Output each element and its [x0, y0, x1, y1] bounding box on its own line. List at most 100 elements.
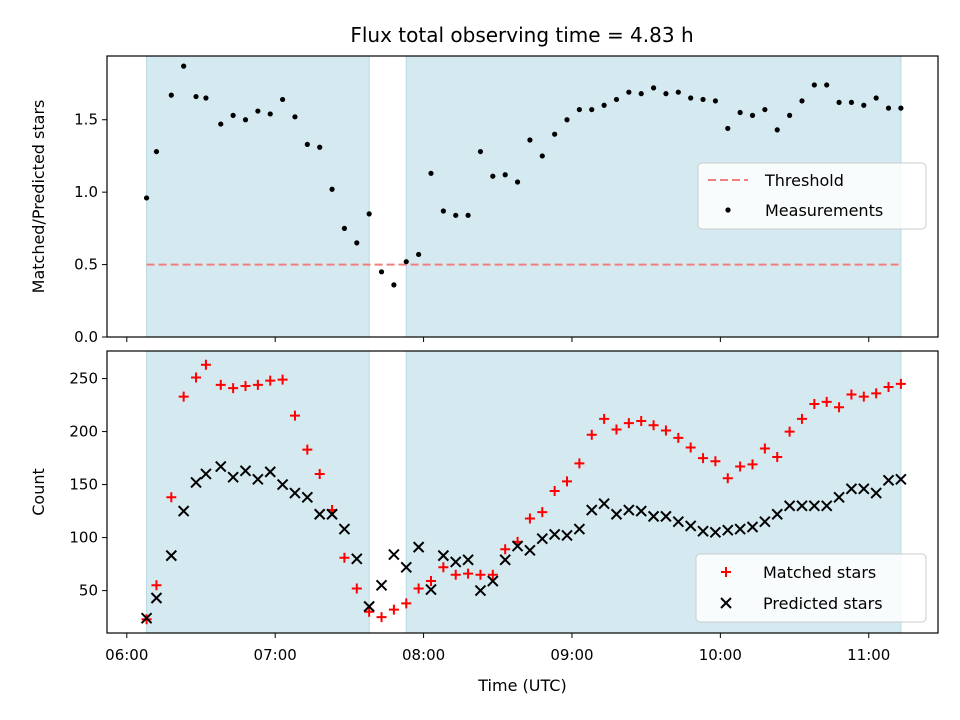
data-point	[376, 612, 387, 623]
data-point	[787, 112, 793, 118]
data-point	[783, 500, 796, 512]
data-point	[191, 372, 202, 383]
x-tick-label: 06:00	[105, 646, 148, 664]
data-point	[549, 485, 560, 496]
data-point	[413, 583, 424, 594]
data-point	[450, 569, 461, 580]
data-point	[613, 96, 620, 103]
data-point	[277, 374, 288, 385]
data-point	[264, 466, 276, 478]
data-point	[292, 114, 298, 120]
data-point	[700, 96, 706, 103]
data-point	[428, 170, 434, 176]
y-tick-label: 0.5	[74, 256, 98, 274]
data-point	[648, 420, 659, 431]
data-point	[228, 383, 239, 394]
data-point	[599, 413, 610, 424]
data-point	[821, 396, 832, 407]
legend-measurement-swatch	[725, 207, 731, 213]
data-point	[200, 468, 212, 480]
data-point	[796, 413, 807, 424]
data-point	[845, 483, 858, 495]
data-point	[140, 612, 153, 624]
data-point	[623, 418, 634, 429]
data-point	[168, 92, 174, 98]
data-point	[289, 487, 301, 499]
data-point	[314, 468, 325, 479]
data-point	[453, 212, 459, 218]
data-point	[623, 504, 635, 516]
data-point	[276, 478, 289, 491]
data-point	[527, 137, 533, 143]
data-point	[412, 541, 425, 553]
data-point	[638, 91, 644, 97]
data-point	[574, 458, 585, 469]
data-point	[746, 521, 759, 533]
data-point	[824, 82, 830, 88]
data-point	[151, 580, 162, 591]
y-tick-label: 50	[79, 582, 98, 600]
data-point	[462, 554, 474, 566]
data-point	[329, 186, 335, 192]
data-point	[177, 505, 190, 517]
data-point	[313, 508, 326, 520]
data-point	[378, 269, 385, 275]
data-point	[898, 105, 904, 111]
data-point	[796, 500, 808, 512]
data-point	[762, 106, 768, 113]
data-point	[722, 473, 733, 484]
data-point	[218, 121, 224, 127]
data-point	[304, 141, 310, 147]
data-point	[660, 510, 672, 523]
series-predicted-stars	[140, 460, 907, 624]
data-point	[215, 379, 226, 390]
data-point	[477, 148, 484, 155]
legend-box	[695, 553, 927, 623]
data-point	[635, 505, 647, 517]
data-point	[561, 529, 573, 542]
data-point	[181, 63, 187, 69]
data-point	[302, 444, 313, 455]
data-point	[339, 552, 350, 563]
data-point	[774, 127, 780, 133]
data-point	[895, 378, 906, 389]
legend-predicted-label: Predicted stars	[763, 594, 883, 613]
chart-title: Flux total observing time = 4.83 h	[350, 23, 693, 47]
data-point	[684, 520, 697, 532]
data-point	[650, 85, 657, 91]
data-point	[784, 426, 795, 437]
data-point	[425, 583, 437, 596]
data-point	[366, 211, 372, 217]
y-tick-label: 150	[69, 476, 98, 494]
data-point	[437, 549, 450, 562]
y-tick-label: 0.0	[74, 328, 98, 346]
data-point	[475, 569, 486, 580]
data-point	[688, 95, 694, 101]
ratio-panel: 0.0 0.5 1.0 1.5 Matched/Predicted stars Thres…	[29, 55, 939, 346]
data-point	[252, 379, 263, 390]
data-point	[858, 391, 869, 402]
data-point	[809, 399, 820, 410]
data-point	[465, 212, 471, 218]
data-point	[576, 106, 582, 113]
data-point	[200, 359, 211, 370]
data-point	[227, 471, 239, 483]
data-point	[425, 576, 436, 587]
y-tick-label: 1.5	[74, 111, 98, 129]
data-point	[660, 425, 671, 436]
data-point	[734, 523, 746, 535]
data-point	[873, 95, 879, 101]
legend-threshold-label: Threshold	[764, 171, 844, 190]
x-axis-label: Time (UTC)	[477, 676, 566, 695]
data-point	[895, 473, 907, 485]
y-tick-label: 250	[69, 370, 98, 388]
data-point	[190, 476, 202, 489]
data-point	[564, 117, 570, 123]
data-point	[364, 606, 375, 617]
legend-predicted-swatch	[720, 597, 732, 609]
data-point	[230, 112, 236, 118]
data-point	[562, 476, 573, 487]
data-point	[150, 592, 163, 604]
data-point	[573, 523, 586, 535]
data-point	[601, 102, 607, 108]
